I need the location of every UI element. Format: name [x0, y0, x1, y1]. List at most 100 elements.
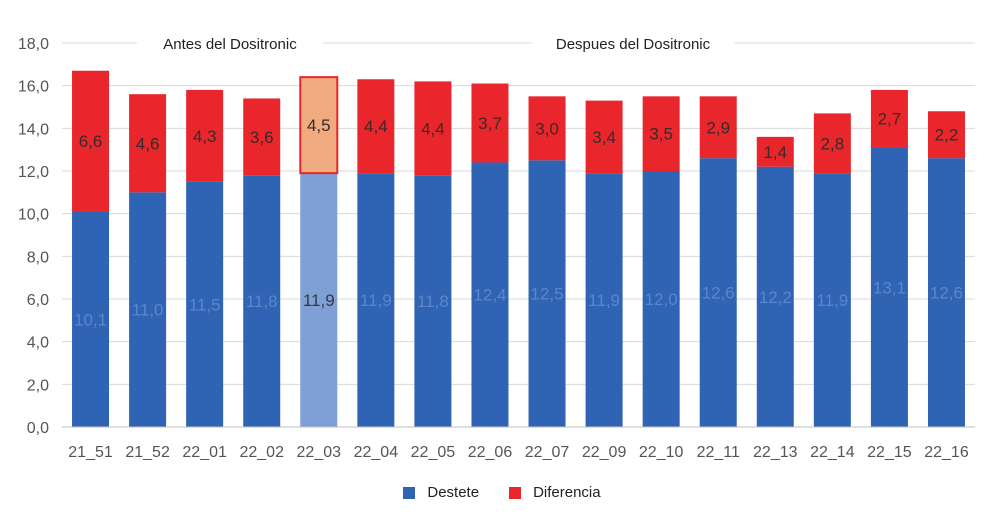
x-tick-label: 22_03	[297, 444, 342, 461]
bar-destete	[813, 173, 851, 427]
bar-diferencia	[870, 89, 908, 148]
y-tick-label: 8,0	[27, 249, 49, 266]
bar-diferencia	[414, 81, 452, 176]
y-tick-label: 6,0	[27, 292, 49, 309]
bar-diferencia	[927, 111, 965, 159]
data-label-destete: 12,4	[473, 286, 506, 305]
bar-diferencia	[528, 96, 566, 161]
annotation-label: Antes del Dositronic	[163, 36, 297, 53]
bar-diferencia	[299, 76, 339, 175]
legend-swatch-diferencia	[509, 486, 522, 499]
bar-diferencia	[243, 98, 281, 176]
legend-label-diferencia: Diferencia	[533, 484, 601, 501]
bar-destete	[129, 192, 167, 427]
annotation-bg	[137, 32, 323, 54]
bar-destete	[471, 162, 509, 427]
data-label-destete: 11,9	[816, 291, 848, 310]
bar-diferencia	[699, 96, 737, 159]
data-label-diferencia: 2,2	[935, 126, 959, 145]
bar-diferencia	[129, 94, 167, 193]
data-label-destete: 12,0	[645, 290, 678, 309]
bar-destete	[243, 175, 281, 427]
data-label-destete: 10,1	[74, 310, 107, 329]
x-tick-label: 22_16	[924, 444, 969, 461]
x-tick-label: 22_05	[411, 444, 456, 461]
data-label-diferencia: 6,6	[79, 132, 103, 151]
x-tick-label: 21_52	[125, 444, 170, 461]
bar-diferencia	[756, 136, 794, 167]
y-tick-label: 12,0	[18, 164, 49, 181]
data-label-diferencia: 4,3	[193, 127, 217, 146]
bar-diferencia	[585, 100, 623, 174]
x-tick-label: 22_02	[239, 444, 284, 461]
data-label-diferencia: 2,8	[821, 134, 845, 153]
x-tick-label: 22_04	[354, 444, 399, 461]
legend-item-destete: Destete	[403, 484, 479, 501]
x-tick-label: 22_06	[468, 444, 513, 461]
bar-destete	[357, 173, 395, 427]
data-label-destete: 12,5	[530, 285, 563, 304]
bar-destete	[72, 211, 110, 427]
data-label-diferencia: 3,7	[478, 114, 502, 133]
data-label-diferencia: 3,4	[592, 128, 616, 147]
x-tick-label: 22_14	[810, 444, 855, 461]
bar-diferencia	[357, 79, 395, 174]
bar-diferencia	[642, 96, 680, 171]
annotation-bg	[531, 32, 735, 54]
data-label-diferencia: 4,4	[421, 119, 445, 138]
data-label-diferencia: 3,6	[250, 128, 274, 147]
bar-destete	[585, 173, 623, 427]
data-label-destete: 11,8	[246, 292, 278, 311]
bar-destete	[300, 173, 338, 427]
data-label-destete: 11,5	[189, 295, 221, 314]
x-tick-label: 22_15	[867, 444, 912, 461]
data-label-diferencia: 3,0	[535, 119, 559, 138]
legend-item-diferencia: Diferencia	[509, 484, 601, 501]
bar-destete	[528, 160, 566, 428]
data-label-destete: 12,6	[930, 284, 963, 303]
x-tick-label: 22_07	[525, 444, 570, 461]
x-tick-label: 22_10	[639, 444, 684, 461]
legend-label-destete: Destete	[427, 484, 480, 501]
bar-diferencia	[186, 89, 224, 182]
x-tick-label: 22_09	[582, 444, 627, 461]
data-label-destete: 12,2	[759, 288, 792, 307]
bar-diferencia	[813, 113, 851, 174]
data-label-destete: 11,9	[588, 291, 620, 310]
bar-destete	[927, 158, 965, 427]
data-label-destete: 11,0	[132, 301, 164, 320]
y-tick-label: 14,0	[18, 121, 49, 138]
data-label-destete: 11,9	[303, 291, 335, 310]
annotation-label: Despues del Dositronic	[556, 36, 711, 53]
legend: Destete Diferencia	[0, 484, 1004, 501]
bar-destete	[414, 175, 452, 427]
x-tick-label: 22_11	[697, 444, 740, 461]
data-label-diferencia: 3,5	[649, 125, 673, 144]
bar-diferencia	[471, 83, 509, 163]
y-tick-label: 2,0	[27, 377, 49, 394]
data-label-destete: 13,1	[873, 278, 906, 297]
data-label-diferencia: 4,5	[307, 116, 331, 135]
bar-diferencia	[72, 70, 110, 212]
y-tick-label: 16,0	[18, 79, 49, 96]
y-tick-label: 10,0	[18, 207, 49, 224]
y-tick-label: 0,0	[27, 420, 49, 437]
legend-swatch-destete	[403, 486, 416, 499]
data-label-diferencia: 1,4	[763, 143, 787, 162]
data-label-diferencia: 4,4	[364, 117, 388, 136]
data-label-diferencia: 2,9	[706, 118, 730, 137]
data-label-destete: 11,9	[360, 291, 392, 310]
bar-destete	[870, 147, 908, 428]
y-tick-label: 4,0	[27, 335, 49, 352]
bar-destete	[756, 166, 794, 427]
data-label-destete: 11,8	[417, 292, 449, 311]
data-label-diferencia: 4,6	[136, 134, 160, 153]
x-tick-label: 22_01	[182, 444, 227, 461]
x-tick-label: 22_13	[753, 444, 798, 461]
bar-destete	[699, 158, 737, 427]
data-label-destete: 12,6	[702, 284, 735, 303]
bar-destete	[186, 181, 224, 427]
bar-destete	[642, 171, 680, 427]
